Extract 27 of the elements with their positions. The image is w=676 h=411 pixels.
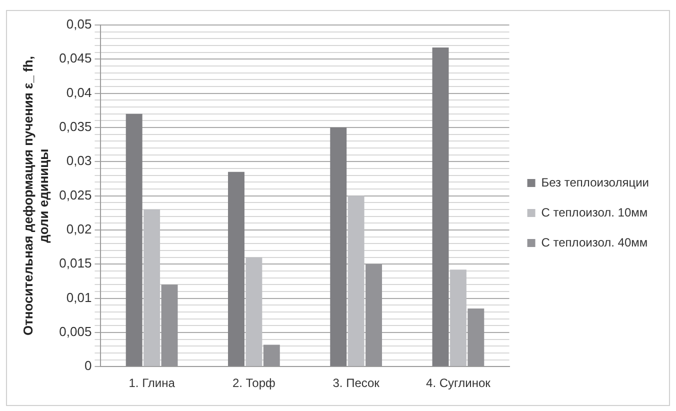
x-tick-label: 3. Песок xyxy=(332,376,380,390)
y-tick-label: 0,05 xyxy=(66,16,92,32)
y-tick-label: 0,025 xyxy=(59,187,92,202)
y-tick-label: 0 xyxy=(84,358,92,374)
legend-label: Без теплоизоляции xyxy=(541,175,650,190)
y-tick-label: 0,04 xyxy=(66,84,92,100)
y-tick-label: 0,03 xyxy=(66,153,92,168)
bar xyxy=(228,172,244,366)
y-tick-label: 0,035 xyxy=(59,119,92,134)
bar xyxy=(432,48,449,366)
x-tick-label: 2. Торф xyxy=(232,376,276,390)
bar xyxy=(330,127,347,366)
y-tick-label: 0,02 xyxy=(66,222,92,237)
y-tick-label: 0,005 xyxy=(59,324,92,340)
y-tick-label: 0,045 xyxy=(59,50,92,66)
y-axis-title: Относительная деформация пучения ε_ fh, доли единицы xyxy=(20,56,51,336)
legend-label: С теплоизол. 10мм xyxy=(541,205,648,220)
bar xyxy=(348,196,364,366)
bar xyxy=(450,270,466,366)
bar xyxy=(246,257,262,366)
x-tick-label: 4. Суглинок xyxy=(426,376,492,390)
y-tick-label: 0,015 xyxy=(59,256,92,271)
y-tick-label: 0,01 xyxy=(66,290,92,305)
bar xyxy=(126,114,142,366)
bar xyxy=(144,209,160,366)
x-tick-label: 1. Глина xyxy=(128,376,176,390)
legend-label: С теплоизол. 40мм xyxy=(541,235,648,250)
